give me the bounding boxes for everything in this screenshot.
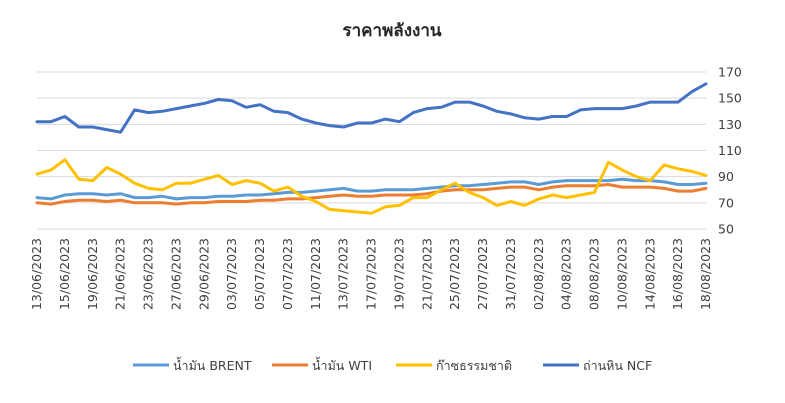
x-tick-label: 29/06/2023: [196, 238, 211, 310]
y-tick-label: 50: [718, 222, 734, 237]
x-tick-label: 18/08/2023: [698, 238, 713, 310]
x-tick-label: 25/07/2023: [447, 238, 462, 310]
x-tick-label: 07/07/2023: [280, 238, 295, 310]
y-tick-label: 90: [718, 169, 734, 184]
y-tick-label: 150: [718, 91, 742, 106]
series-lines: [35, 82, 708, 215]
gridlines: [37, 71, 706, 230]
x-tick-label: 16/08/2023: [670, 238, 685, 310]
series-line: [35, 158, 708, 215]
x-tick-label: 15/06/2023: [57, 238, 72, 310]
legend: น้ำมัน BRENT น้ำมัน WTI ก๊าซธรรมชาติ ถ่านหิ…: [133, 356, 652, 373]
x-tick-label: 21/06/2023: [113, 238, 128, 310]
x-tick-label: 19/06/2023: [85, 238, 100, 310]
x-tick-label: 04/08/2023: [559, 238, 574, 310]
x-tick-label: 23/06/2023: [141, 238, 156, 310]
x-axis-tick-labels: 13/06/2023 15/06/2023 19/06/2023 21/06/2023…: [29, 238, 713, 310]
legend-label: ก๊าซธรรมชาติ: [436, 358, 512, 373]
y-tick-label: 70: [718, 195, 734, 210]
x-tick-label: 21/07/2023: [419, 238, 434, 310]
x-tick-label: 13/06/2023: [29, 238, 44, 310]
y-tick-label: 170: [718, 65, 742, 80]
y-tick-label: 110: [718, 143, 742, 158]
legend-label: ถ่านหิน NCF: [583, 358, 652, 373]
series-line: [35, 82, 708, 134]
legend-label: น้ำมัน BRENT: [173, 356, 252, 373]
x-tick-label: 05/07/2023: [252, 238, 267, 310]
legend-label: น้ำมัน WTI: [312, 356, 372, 373]
x-tick-label: 10/08/2023: [614, 238, 629, 310]
x-tick-label: 27/07/2023: [475, 238, 490, 310]
x-tick-label: 19/07/2023: [391, 238, 406, 310]
x-tick-label: 27/06/2023: [168, 238, 183, 310]
series-line: [35, 177, 708, 201]
chart-title: ราคาพลังงาน: [343, 21, 442, 41]
x-tick-label: 08/08/2023: [587, 238, 602, 310]
x-tick-label: 17/07/2023: [364, 238, 379, 310]
x-tick-label: 03/07/2023: [224, 238, 239, 310]
x-tick-label: 13/07/2023: [336, 238, 351, 310]
y-tick-label: 130: [718, 117, 742, 132]
y-axis-tick-labels: 50 70 90 110 130 150 170: [718, 65, 742, 237]
x-tick-label: 02/08/2023: [531, 238, 546, 310]
x-tick-label: 14/08/2023: [642, 238, 657, 310]
x-tick-label: 11/07/2023: [308, 238, 323, 310]
x-tick-label: 31/07/2023: [503, 238, 518, 310]
series-line: [35, 183, 708, 206]
